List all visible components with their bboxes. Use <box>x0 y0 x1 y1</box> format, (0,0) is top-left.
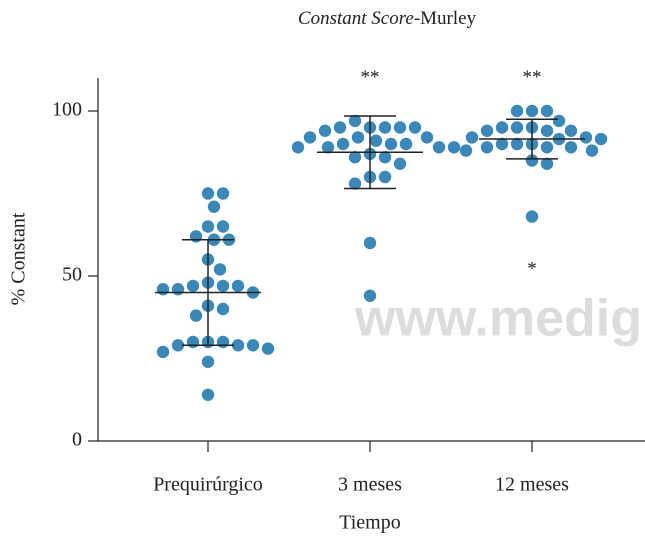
data-point <box>171 339 185 352</box>
data-point <box>189 309 203 322</box>
data-point <box>510 121 524 134</box>
data-point <box>459 144 473 157</box>
data-point <box>363 236 377 250</box>
data-point <box>171 283 185 296</box>
data-point <box>594 132 608 146</box>
data-point <box>585 144 599 157</box>
data-point <box>231 339 245 352</box>
data-point <box>579 131 593 144</box>
data-point <box>378 151 392 164</box>
data-point <box>552 114 566 128</box>
watermark: www.medigr <box>354 290 645 348</box>
data-point <box>348 151 362 164</box>
data-point <box>495 121 509 134</box>
data-point <box>495 137 509 151</box>
title-rest: -Murley <box>414 8 477 29</box>
data-point <box>384 137 398 151</box>
annotation: * <box>527 258 537 279</box>
data-point <box>231 279 245 293</box>
data-point <box>363 289 377 302</box>
data-point <box>189 230 203 243</box>
x-tick-label: 3 meses <box>338 474 402 496</box>
data-point <box>201 388 215 401</box>
x-tick-label: 12 meses <box>495 474 569 496</box>
data-point <box>216 220 230 233</box>
data-point <box>480 124 494 137</box>
data-point <box>246 339 260 352</box>
y-tick-label: 50 <box>62 264 82 286</box>
data-point <box>216 335 230 349</box>
title-italic: Constant Score <box>298 8 414 29</box>
data-point <box>525 104 539 118</box>
data-point <box>408 121 422 134</box>
data-point <box>525 154 539 167</box>
data-point <box>369 134 383 147</box>
data-point <box>261 342 275 355</box>
data-point <box>393 121 407 134</box>
data-point <box>399 137 413 151</box>
data-point <box>378 170 392 184</box>
data-point <box>525 210 539 223</box>
data-point <box>186 279 200 293</box>
y-axis-label: % Constant <box>8 212 30 305</box>
data-point <box>540 141 554 154</box>
data-point <box>156 283 170 296</box>
data-point <box>201 187 215 200</box>
data-point <box>216 187 230 200</box>
data-point <box>540 157 554 170</box>
data-point <box>318 124 332 137</box>
data-point <box>378 121 392 134</box>
data-point <box>348 114 362 128</box>
data-point <box>465 131 479 144</box>
data-point <box>510 137 524 151</box>
data-point <box>186 335 200 349</box>
data-point <box>216 279 230 293</box>
data-point <box>216 302 230 316</box>
annotation: ** <box>523 67 542 88</box>
data-point <box>213 263 227 276</box>
data-point <box>480 141 494 154</box>
data-point <box>201 355 215 368</box>
data-point <box>348 177 362 190</box>
data-point <box>447 141 461 154</box>
data-point <box>564 124 578 137</box>
data-point <box>420 131 434 144</box>
x-axis-label: Tiempo <box>339 512 401 534</box>
data-point <box>351 131 365 144</box>
data-point <box>156 345 170 359</box>
data-point <box>336 137 350 151</box>
data-point <box>540 104 554 118</box>
data-point <box>393 157 407 170</box>
data-point <box>201 220 215 233</box>
y-tick-label: 0 <box>72 429 82 451</box>
data-point <box>510 104 524 118</box>
data-point <box>303 131 317 144</box>
data-point <box>333 121 347 134</box>
data-point <box>432 141 446 154</box>
data-point <box>207 200 221 213</box>
data-point <box>540 124 554 137</box>
x-tick-label: Prequirúrgico <box>153 474 263 496</box>
data-point <box>564 141 578 154</box>
chart-title: Constant Score-Murley <box>298 8 477 29</box>
y-tick-label: 100 <box>52 99 82 121</box>
annotation: ** <box>361 67 380 88</box>
data-point <box>291 141 305 154</box>
data-point <box>321 141 335 154</box>
